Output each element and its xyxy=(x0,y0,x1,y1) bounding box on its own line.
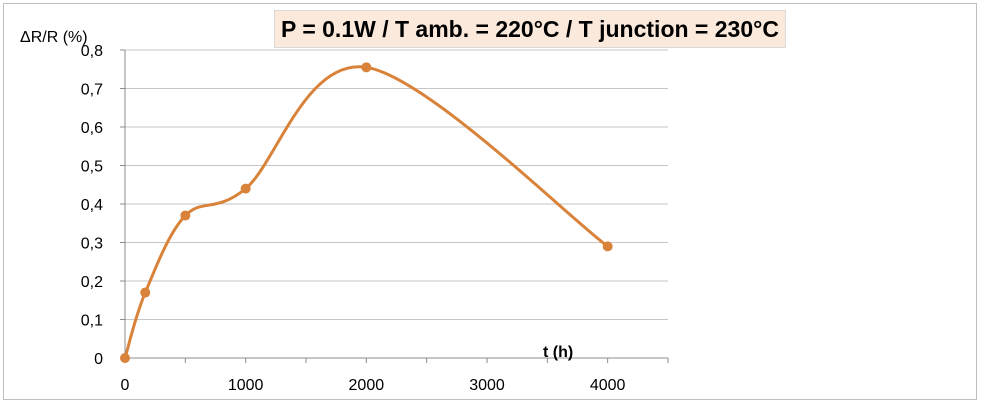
data-point xyxy=(361,62,372,73)
y-tick-label: 0,3 xyxy=(81,236,103,253)
gridlines xyxy=(125,49,668,320)
x-tick-label: 4000 xyxy=(590,377,626,394)
y-tick-label: 0,2 xyxy=(81,274,103,291)
x-tick-label: 1000 xyxy=(228,377,264,394)
y-tick-label: 0,7 xyxy=(81,82,103,99)
y-tick-label: 0,5 xyxy=(81,159,103,176)
y-axis-title: ΔR/R (%) xyxy=(20,29,88,46)
y-tick-label: 0,1 xyxy=(81,313,103,330)
series-line xyxy=(123,65,610,360)
x-tick-label: 2000 xyxy=(349,377,385,394)
data-point xyxy=(180,210,191,221)
y-tick-label: 0 xyxy=(94,351,103,368)
x-tick-labels: 0 1000 2000 3000 4000 xyxy=(121,377,626,394)
x-axis-title: t (h) xyxy=(543,344,573,361)
data-point xyxy=(602,241,613,252)
y-tick-label: 0,4 xyxy=(81,197,103,214)
data-point xyxy=(240,183,251,194)
y-tick-label: 0,8 xyxy=(81,43,103,60)
chart-area xyxy=(3,3,977,400)
chart-title: P = 0.1W / T amb. = 220°C / T junction =… xyxy=(274,10,786,48)
data-point xyxy=(120,353,130,363)
x-tick-label: 0 xyxy=(121,377,130,394)
y-tick-labels: 0 0,1 0,2 0,3 0,4 0,5 0,6 0,7 0,8 xyxy=(81,43,103,368)
x-tick-label: 3000 xyxy=(469,377,505,394)
y-tick-label: 0,6 xyxy=(81,120,103,137)
data-point xyxy=(140,287,151,298)
series xyxy=(120,62,613,363)
